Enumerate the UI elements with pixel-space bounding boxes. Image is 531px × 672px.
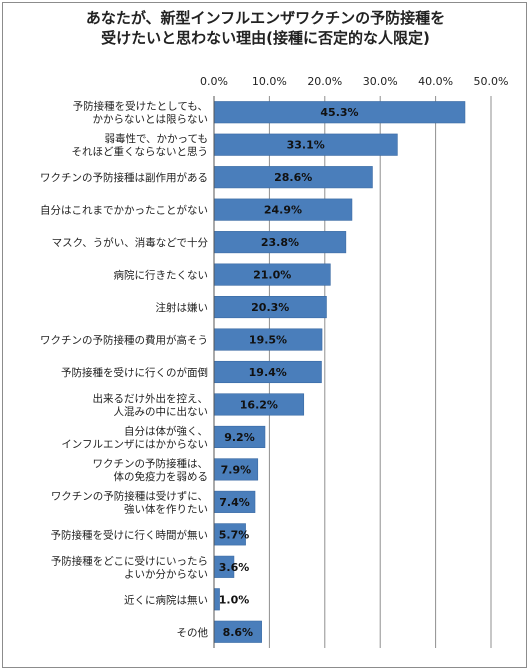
category-label: それほど重くならないと思う [72, 145, 209, 158]
value-labels: 45.3% 33.1% 28.6% 24.9% 23.8% 21.0% 20.3% 19.5%… [219, 106, 359, 639]
category-label: ワクチンの予防接種は副作用がある [40, 171, 208, 184]
value-label: 16.2% [240, 398, 278, 411]
value-label: 23.8% [261, 236, 299, 249]
value-label: 5.7% [219, 528, 250, 541]
category-label: ワクチンの予防接種は受けずに、 [51, 489, 208, 502]
value-label: 7.9% [221, 463, 252, 476]
category-label: ワクチンの予防接種の費用が高そう [40, 334, 208, 347]
bars [213, 101, 466, 643]
value-label: 21.0% [253, 269, 291, 282]
x-tick-label: 40.0% [418, 75, 453, 88]
category-label: よいか分からない [124, 568, 208, 580]
category-label: 近くに病院は無い [124, 593, 208, 606]
category-label: その他 [177, 626, 209, 639]
value-label: 9.2% [224, 431, 255, 444]
category-label: 弱毒性で、かかっても [104, 132, 208, 145]
value-label: 28.6% [274, 171, 312, 184]
category-labels: 予防接種を受けたとしても、かからないとは限らない弱毒性で、かかってもそれほど重く… [40, 100, 208, 639]
x-tick-label: 10.0% [252, 75, 287, 88]
x-axis-tick-labels: 0.0% 10.0% 20.0% 30.0% 40.0% 50.0% [200, 75, 508, 88]
value-label: 1.0% [219, 593, 250, 606]
category-label: 人混みの中に出ない [114, 405, 209, 418]
value-label: 45.3% [320, 106, 358, 119]
value-label: 19.4% [249, 366, 287, 379]
value-label: 3.6% [219, 561, 250, 574]
value-label: 19.5% [249, 334, 287, 347]
category-label: 予防接種を受けたとしても、 [73, 100, 208, 113]
category-label: 強い体を作りたい [124, 502, 208, 515]
category-label: 注射は嫌い [156, 301, 209, 314]
x-tick-label: 0.0% [200, 75, 228, 88]
category-label: 予防接種を受けに行くのが面倒 [61, 366, 208, 379]
chart-title-line-2: 受けたいと思わない理由(接種に否定的な人限定) [101, 29, 430, 47]
category-label: マスク、うがい、消毒などで十分 [52, 236, 209, 249]
value-label: 7.4% [219, 496, 250, 509]
category-label: 予防接種をどこに受けにいったら [51, 554, 208, 567]
value-label: 33.1% [287, 139, 325, 152]
value-label: 24.9% [264, 204, 302, 217]
category-label: ワクチンの予防接種は、 [93, 457, 209, 470]
category-label: 自分はこれまでかかったことがない [40, 204, 208, 217]
chart-title: あなたが、新型インフルエンザワクチンの予防接種を 受けたいと思わない理由(接種に… [0, 8, 531, 48]
x-tick-label: 50.0% [474, 75, 509, 88]
category-label: 予防接種を受けに行く時間が無い [51, 528, 209, 541]
chart-title-line-1: あなたが、新型インフルエンザワクチンの予防接種を [85, 9, 446, 27]
x-tick-label: 20.0% [307, 75, 342, 88]
value-label: 20.3% [251, 301, 289, 314]
category-label: かからないとは限らない [93, 114, 209, 126]
category-label: インフルエンザにはかからない [61, 438, 208, 450]
category-label: 自分は体が強く、 [124, 424, 208, 437]
value-label: 8.6% [223, 626, 254, 639]
category-label: 体の免疫力を弱める [114, 470, 209, 483]
category-label: 病院に行きたくない [114, 269, 209, 282]
x-tick-label: 30.0% [363, 75, 398, 88]
category-label: 出来るだけ外出を控え、 [93, 392, 209, 405]
